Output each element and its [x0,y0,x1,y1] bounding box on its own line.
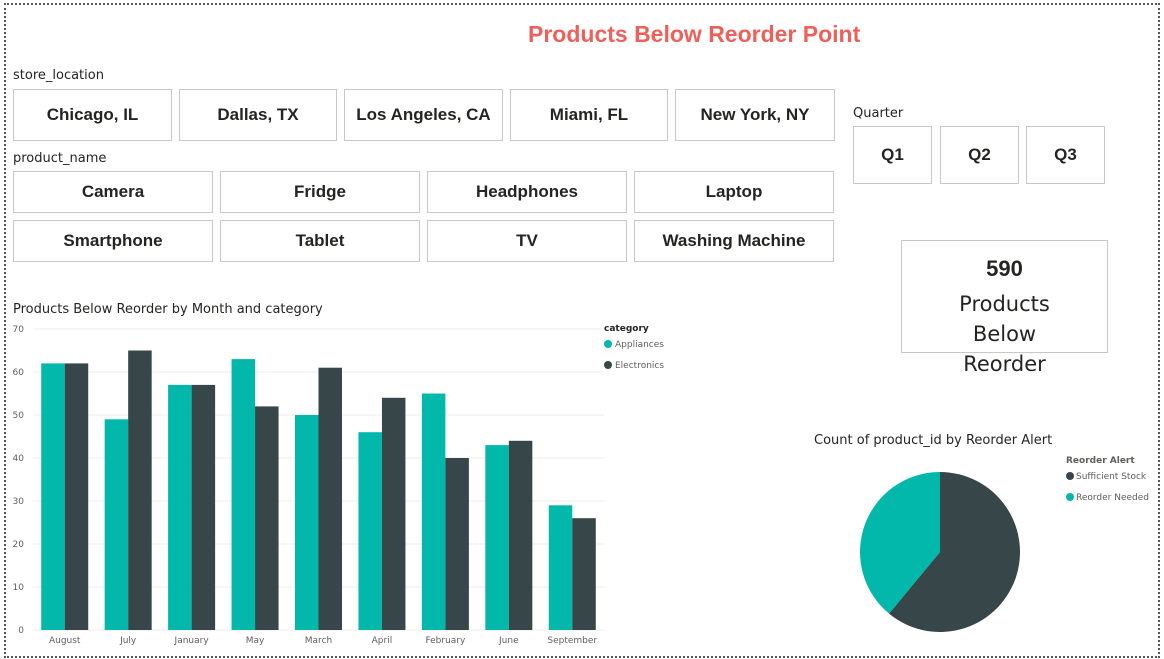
bar-x-tick-label: March [305,636,332,646]
bar-legend-label: Appliances [615,340,664,350]
product-headphones-button[interactable]: Headphones [427,171,627,213]
product-tv-button[interactable]: TV [427,220,627,262]
bar-x-tick-label: April [372,636,393,646]
bar-appliances-april [358,432,382,630]
store-los-angeles-button[interactable]: Los Angeles, CA [344,89,503,141]
bar-x-tick-label: August [49,636,81,646]
bar-appliances-january [168,384,192,630]
pie-legend-title: Reorder Alert [1066,456,1135,466]
pie-legend-marker [1066,472,1074,480]
bar-y-tick-label: 0 [18,626,24,636]
pie-chart-title: Count of product_id by Reorder Alert [814,433,1052,448]
kpi-label: Products Below Reorder [959,292,1050,376]
bar-electronics-may [255,406,279,630]
bar-y-tick-label: 30 [13,497,25,507]
store-new-york-button[interactable]: New York, NY [675,89,835,141]
product-fridge-button[interactable]: Fridge [220,171,420,213]
product-laptop-button[interactable]: Laptop [634,171,834,213]
bar-electronics-march [318,367,342,630]
pie-chart: Count of product_id by Reorder Alert Reo… [814,433,1149,632]
product-tablet-button[interactable]: Tablet [220,220,420,262]
bar-appliances-february [421,393,446,630]
bar-legend-label: Electronics [615,361,664,371]
kpi-card: 590 Products Below Reorder [901,240,1108,376]
bar-y-tick-label: 40 [13,454,25,464]
product-camera-button[interactable]: Camera [13,171,213,213]
bar-electronics-september [572,518,596,630]
bar-electronics-april [381,397,406,630]
bar-electronics-august [64,363,89,630]
quarter-q2-button[interactable]: Q2 [940,126,1019,184]
bar-y-tick-label: 70 [13,325,25,335]
bar-x-tick-label: February [425,636,466,646]
product-washing-machine-button[interactable]: Washing Machine [634,220,834,262]
quarter-q1-button[interactable]: Q1 [853,126,932,184]
kpi-value: 590 [986,256,1023,281]
bar-appliances-march [295,415,319,630]
pie-legend-marker [1066,493,1074,501]
bar-y-tick-label: 20 [13,540,25,550]
pie-slice-sufficient-stock [889,472,1020,632]
bar-legend-marker [604,361,612,369]
bar-electronics-june [508,440,533,630]
bar-electronics-july [128,350,152,630]
bar-legend-marker [604,340,612,348]
bar-chart: Products Below Reorder by Month and cate… [13,302,665,646]
pie-legend-label: Reorder Needed [1076,493,1149,503]
bar-appliances-august [41,363,65,630]
bar-appliances-july [104,419,129,630]
pie-legend-label: Sufficient Stock [1076,472,1147,482]
bar-appliances-june [485,445,509,630]
store-location-slicer-label: store_location [13,68,104,83]
store-chicago-button[interactable]: Chicago, IL [13,89,172,141]
bar-chart-title: Products Below Reorder by Month and cate… [13,302,323,317]
product-name-slicer-label: product_name [13,151,107,166]
bar-x-tick-label: May [246,636,265,646]
store-dallas-button[interactable]: Dallas, TX [179,89,337,141]
bar-x-tick-label: September [547,636,597,646]
bar-appliances-may [231,359,256,630]
bar-x-tick-label: January [174,636,210,646]
product-smartphone-button[interactable]: Smartphone [13,220,213,262]
bar-y-tick-label: 10 [13,583,25,593]
page-title: Products Below Reorder Point [528,21,861,47]
bar-electronics-january [191,384,216,630]
store-miami-button[interactable]: Miami, FL [510,89,668,141]
quarter-q3-button[interactable]: Q3 [1026,126,1105,184]
quarter-slicer-label: Quarter [853,106,904,121]
bar-x-tick-label: July [119,636,137,646]
bar-y-tick-label: 60 [13,368,25,378]
bar-x-tick-label: June [498,636,519,646]
bar-y-tick-label: 50 [13,411,25,421]
dashboard-frame [4,3,1160,658]
bar-legend-title: category [604,324,649,334]
bar-appliances-september [548,505,573,630]
pie-slice-reorder-needed [860,472,940,614]
bar-electronics-february [445,458,469,630]
